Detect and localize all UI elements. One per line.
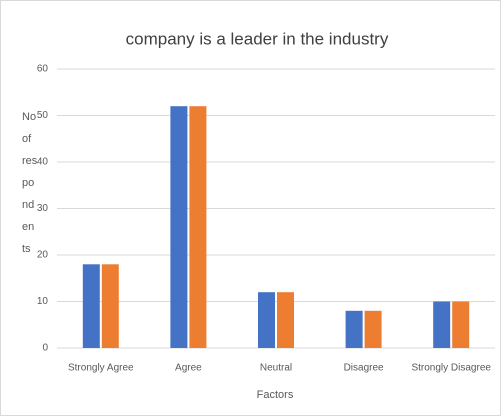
y-axis-title: of — [22, 133, 32, 145]
y-tick-label: 30 — [37, 203, 49, 214]
bar — [277, 292, 294, 348]
bar — [189, 106, 207, 348]
y-tick-label: 0 — [42, 343, 48, 354]
x-tick-label: Agree — [175, 363, 202, 374]
y-tick-label: 40 — [37, 157, 49, 168]
x-tick-label: Strongly Disagree — [411, 363, 491, 374]
y-tick-label: 50 — [37, 110, 49, 121]
bar — [364, 310, 382, 348]
y-tick-label: 10 — [37, 296, 49, 307]
bar — [258, 292, 275, 348]
x-tick-label: Strongly Agree — [68, 363, 134, 374]
y-axis-title: No — [22, 111, 36, 123]
y-axis-title: po — [22, 177, 34, 189]
x-tick-label: Disagree — [344, 363, 384, 374]
bar — [170, 106, 188, 348]
y-tick-label: 20 — [37, 250, 49, 261]
y-tick-label: 60 — [37, 64, 49, 75]
chart-title: company is a leader in the industry — [126, 29, 389, 48]
bar — [101, 264, 119, 348]
y-axis-title: en — [22, 221, 34, 233]
y-axis-title: ts — [22, 243, 31, 255]
x-tick-label: Neutral — [260, 363, 292, 374]
y-axis-title: res — [22, 155, 38, 167]
bar — [345, 310, 363, 348]
bar — [452, 301, 470, 348]
bar — [82, 264, 100, 348]
bar — [433, 301, 451, 348]
y-axis-title: nd — [22, 199, 34, 211]
x-axis-title: Factors — [257, 389, 294, 401]
